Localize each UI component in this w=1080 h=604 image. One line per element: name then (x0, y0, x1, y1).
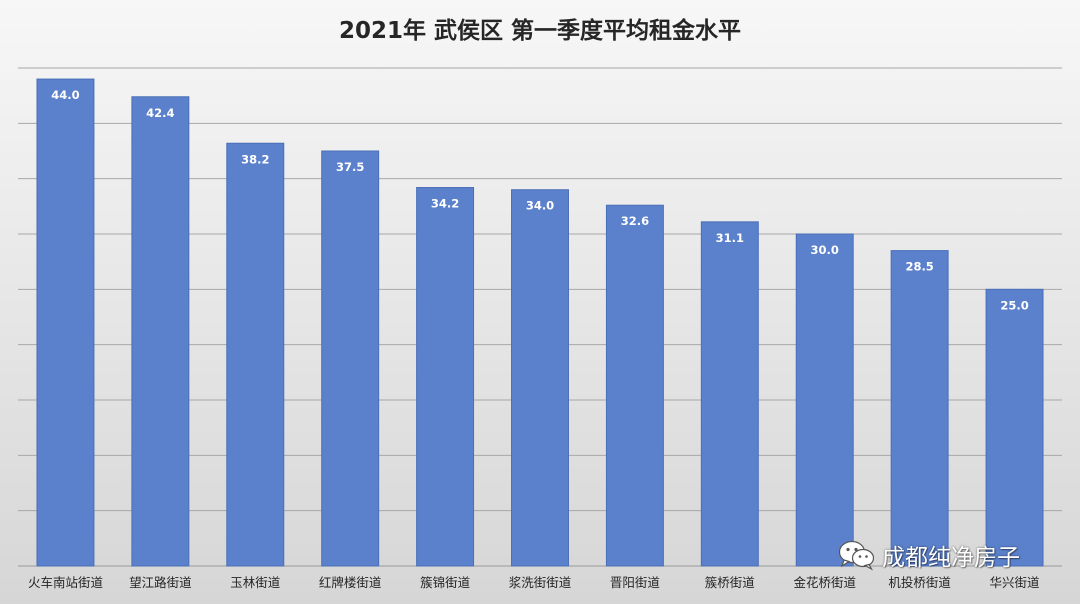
category-label-4: 簇锦街道 (420, 575, 471, 590)
bar-1 (131, 96, 190, 567)
category-label-5: 浆洗街街道 (509, 575, 572, 590)
value-labels: 44.0 42.4 38.2 37.5 34.2 34.0 32.6 31.1 30.0 28.5… (51, 88, 1028, 312)
bars (36, 78, 1044, 567)
watermark-text: 成都纯净房子 (882, 545, 1020, 571)
value-label-5: 34.0 (526, 199, 554, 213)
bar-8 (795, 233, 854, 567)
bar-3 (321, 150, 380, 567)
value-label-0: 44.0 (51, 88, 79, 102)
bar-7 (700, 221, 759, 567)
value-label-7: 31.1 (716, 231, 744, 245)
category-label-1: 望江路街道 (129, 575, 192, 590)
category-label-8: 金花桥街道 (793, 575, 856, 590)
bar-10 (985, 288, 1044, 567)
bar-2 (226, 142, 285, 567)
bar-9 (890, 250, 949, 567)
bar-0 (36, 78, 95, 567)
value-label-9: 28.5 (905, 260, 933, 274)
category-label-6: 晋阳街道 (610, 575, 661, 590)
wechat-icon (838, 540, 875, 571)
category-label-7: 簇桥街道 (705, 575, 756, 590)
value-label-3: 37.5 (336, 160, 364, 174)
chart-title: 2021年 武侯区 第一季度平均租金水平 (339, 17, 741, 44)
value-label-6: 32.6 (621, 214, 649, 228)
bar-4 (416, 187, 475, 567)
category-label-3: 红牌楼街道 (319, 575, 382, 590)
category-labels: 火车南站街道 望江路街道 玉林街道 红牌楼街道 簇锦街道 浆洗街街道 晋阳街道 簇桥街道 金花桥… (28, 575, 1040, 590)
category-label-10: 华兴街道 (990, 575, 1041, 590)
value-label-1: 42.4 (146, 106, 174, 120)
bar-5 (511, 189, 569, 567)
value-label-10: 25.0 (1000, 298, 1028, 312)
bar-6 (605, 204, 664, 567)
watermark: 成都纯净房子 (838, 537, 1020, 573)
value-label-4: 34.2 (431, 197, 459, 211)
value-label-2: 38.2 (241, 152, 269, 166)
value-label-8: 30.0 (811, 243, 839, 257)
category-label-9: 机投桥街道 (888, 575, 951, 590)
category-label-2: 玉林街道 (230, 575, 281, 590)
category-label-0: 火车南站街道 (28, 575, 104, 590)
